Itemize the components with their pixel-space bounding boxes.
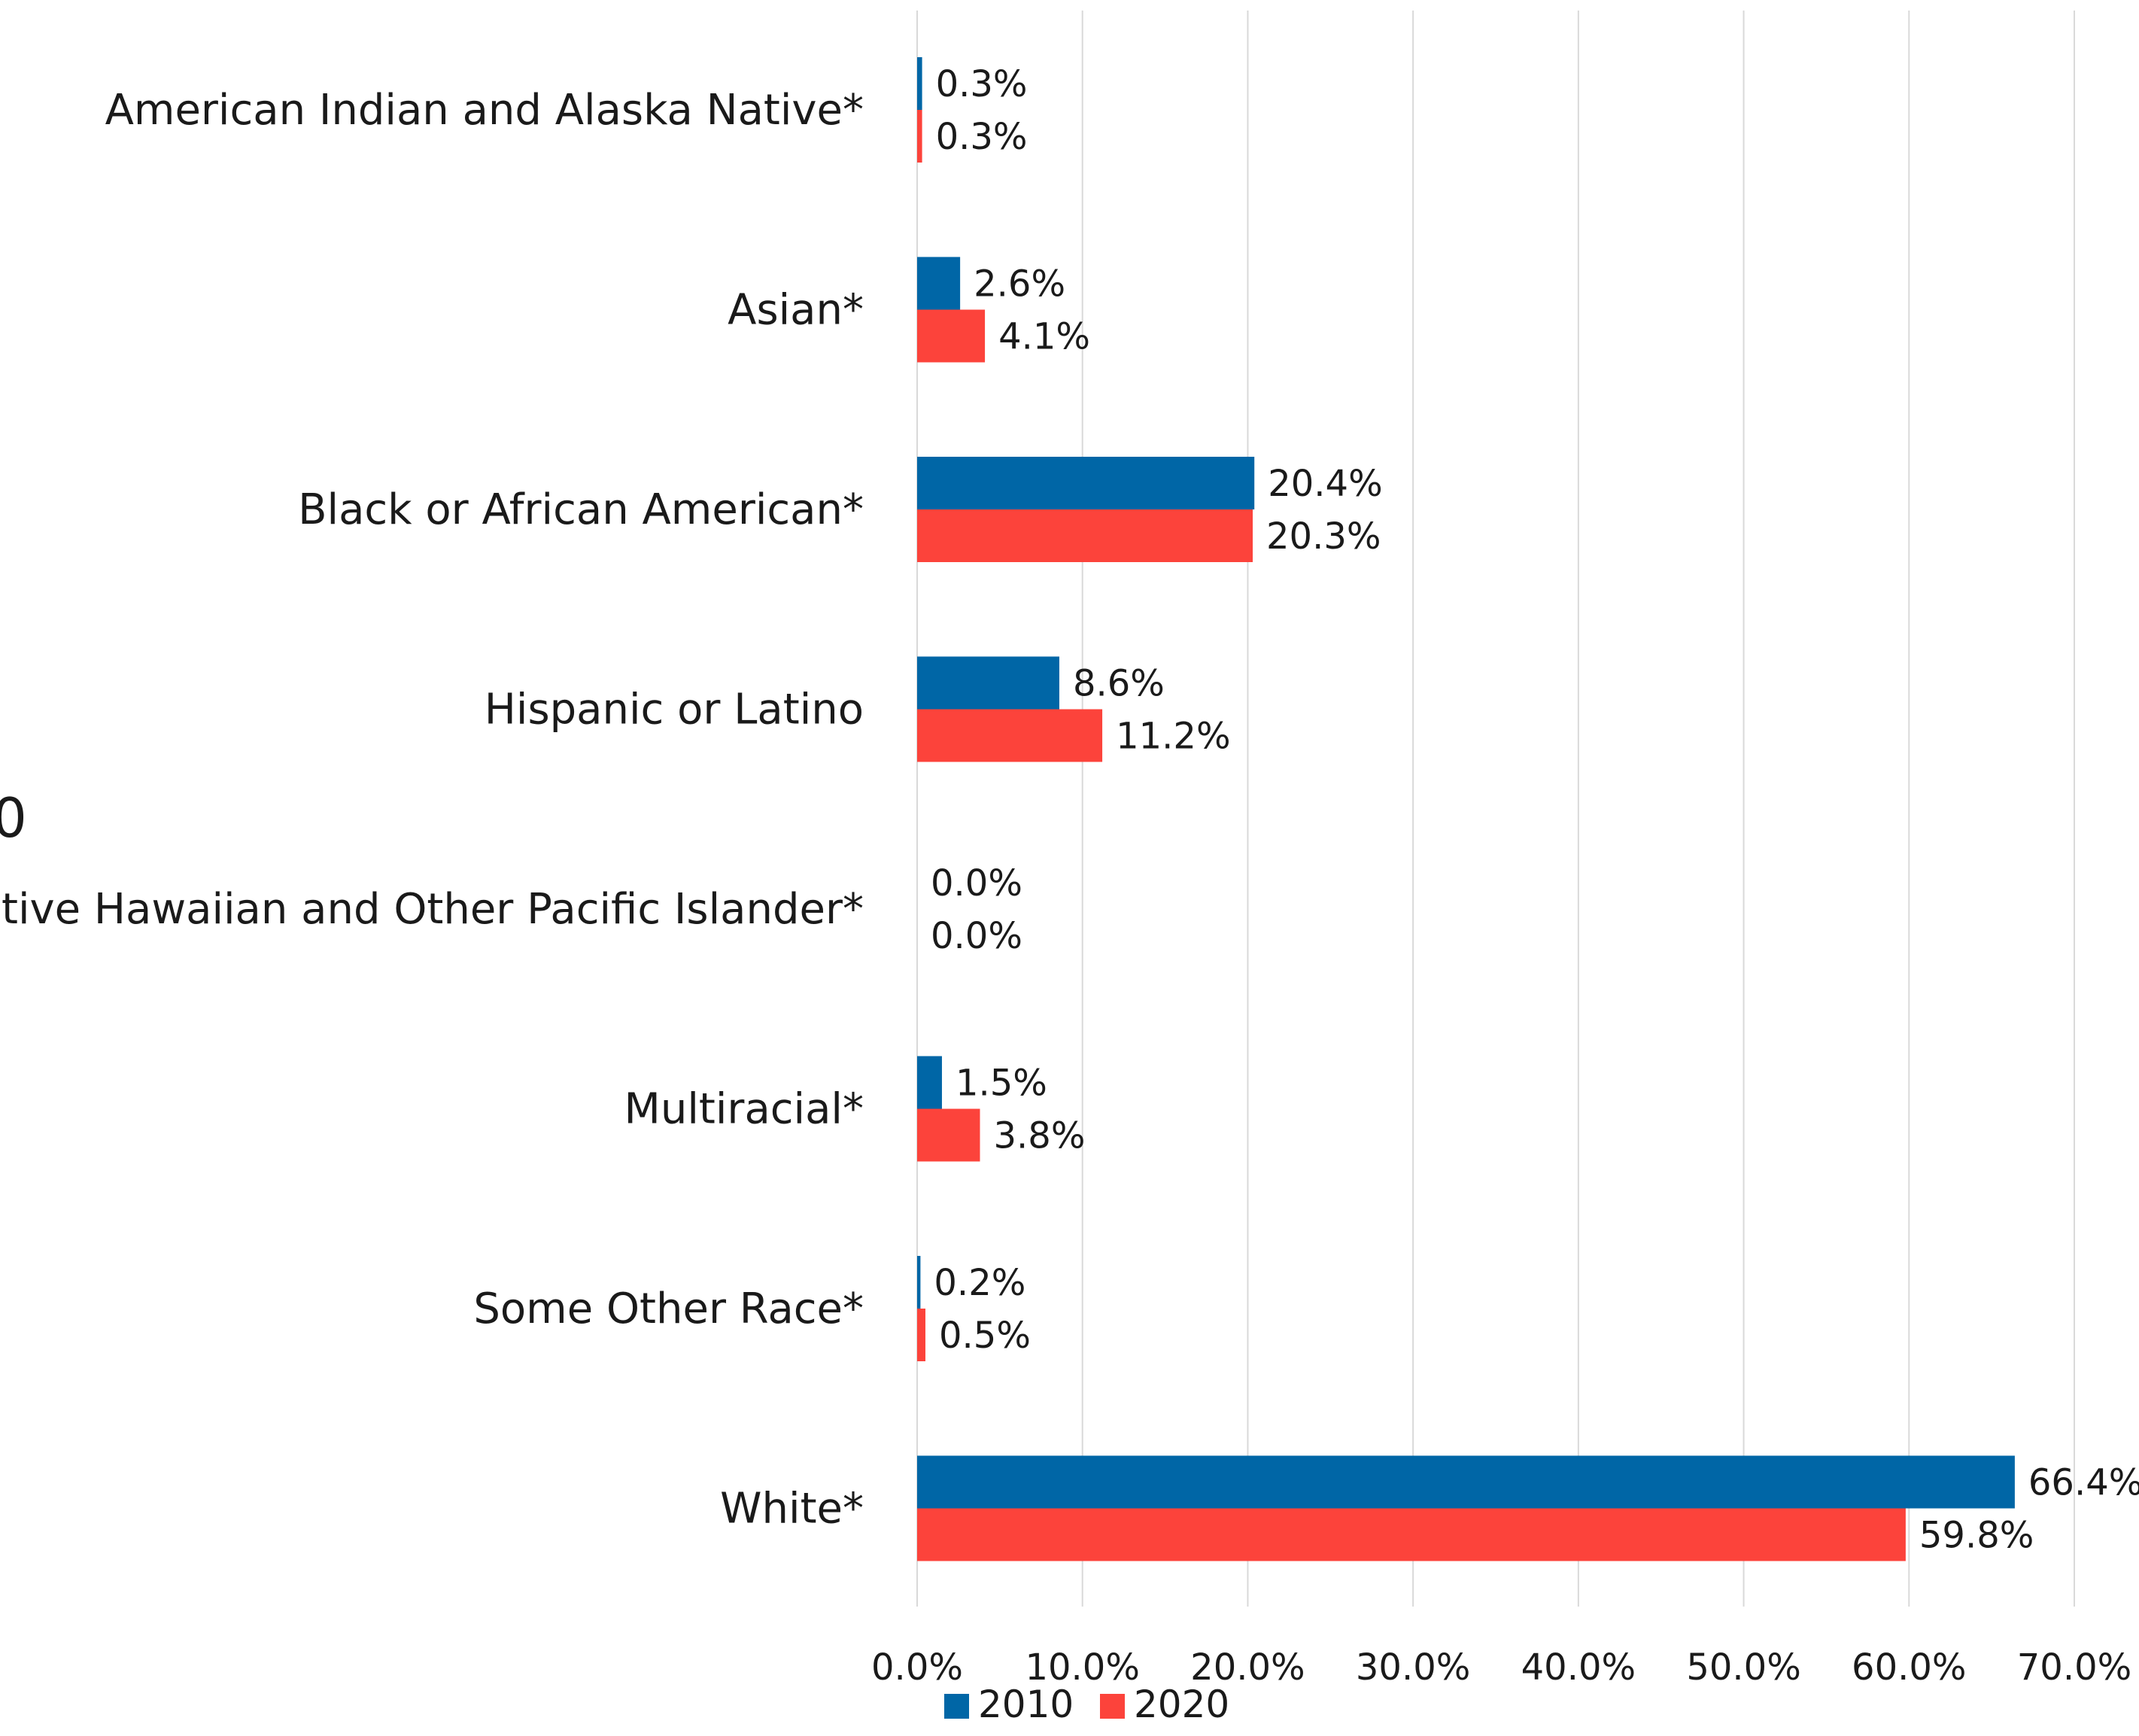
category-label: White*: [720, 1485, 864, 1534]
category-label: Native Hawaiian and Other Pacific Island…: [0, 885, 864, 934]
x-tick-label: 50.0%: [1686, 1646, 1800, 1689]
data-label: 0.5%: [939, 1315, 1031, 1357]
x-tick-label: 30.0%: [1356, 1646, 1470, 1689]
labels: 0.0% 10.0% 20.0% 30.0% 40.0% 50.0% 60.0% 70.0% A…: [0, 63, 2139, 1689]
bar-2020: [917, 1309, 925, 1361]
bar-2020: [917, 309, 986, 363]
category-label: Hispanic or Latino: [485, 686, 864, 734]
data-label: 20.3%: [1266, 515, 1381, 558]
data-label: 11.2%: [1116, 716, 1230, 758]
bar-2020: [917, 110, 922, 163]
legend: 2010 2020: [944, 1683, 1229, 1726]
x-tick-label: 20.0%: [1190, 1646, 1305, 1689]
bar-2010: [917, 1056, 942, 1109]
data-label: 66.4%: [2028, 1462, 2139, 1504]
x-tick-label: 0.0%: [871, 1646, 963, 1689]
bar-2020: [917, 1108, 980, 1162]
bars: [917, 57, 2015, 1561]
bar-2010: [917, 257, 961, 310]
bar-2020: [917, 509, 1253, 562]
bar-2010: [917, 656, 1059, 710]
data-label: 0.3%: [936, 116, 1028, 158]
data-label: 0.2%: [934, 1262, 1025, 1304]
data-label: 0.0%: [931, 862, 1022, 904]
data-label: 59.8%: [1919, 1515, 2034, 1557]
data-label: 2.6%: [974, 263, 1065, 306]
data-label: 0.0%: [931, 915, 1022, 957]
x-tick-label: 40.0%: [1521, 1646, 1636, 1689]
data-label: 3.8%: [993, 1115, 1085, 1157]
data-label: 8.6%: [1073, 663, 1165, 705]
category-label: Asian*: [728, 286, 864, 335]
category-label: Black or African American*: [298, 485, 864, 534]
legend-swatch-2020: [1100, 1694, 1125, 1719]
x-tick-label: 10.0%: [1025, 1646, 1139, 1689]
legend-label: 2010: [978, 1683, 1074, 1726]
data-label: 4.1%: [998, 316, 1090, 358]
bar-2010: [917, 57, 922, 110]
bar-2010: [917, 1256, 921, 1309]
bar-2020: [917, 1508, 1906, 1561]
category-label: American Indian and Alaska Native*: [105, 86, 864, 135]
bar-2010: [917, 457, 1255, 509]
data-label: 1.5%: [956, 1063, 1047, 1105]
data-label: 20.4%: [1268, 463, 1382, 505]
legend-label: 2020: [1134, 1683, 1229, 1726]
legend-swatch-2010: [944, 1694, 969, 1719]
x-tick-label: 60.0%: [1852, 1646, 1966, 1689]
x-tick-label: 70.0%: [2017, 1646, 2131, 1689]
gridlines: [916, 11, 2075, 1607]
data-label: 0.3%: [936, 63, 1028, 105]
bar-2010: [917, 1455, 2015, 1509]
category-label: Multiracial*: [624, 1085, 864, 1134]
clipped-edge-text: 0: [0, 786, 27, 850]
bar-2020: [917, 709, 1103, 762]
category-label: Some Other Race*: [473, 1285, 864, 1333]
